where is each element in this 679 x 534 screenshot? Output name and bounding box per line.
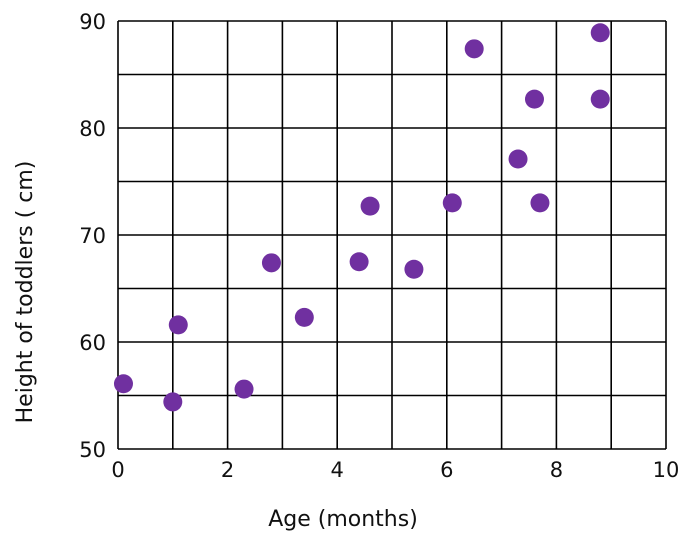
x-tick-label: 8 — [550, 458, 563, 482]
x-axis-title: Age (months) — [268, 507, 418, 532]
data-point — [590, 23, 610, 43]
data-point — [404, 259, 424, 279]
y-tick-labels: 50 60 70 80 90 — [79, 10, 106, 462]
x-tick-label: 10 — [653, 458, 679, 482]
data-point — [168, 315, 188, 335]
y-tick-label: 60 — [79, 331, 106, 355]
data-point — [508, 149, 528, 169]
data-point — [590, 89, 610, 109]
data-point — [349, 252, 369, 272]
data-point — [360, 196, 380, 216]
data-point — [442, 193, 462, 213]
data-point — [294, 307, 314, 327]
x-tick-labels: 0 2 4 6 8 10 — [111, 458, 679, 482]
x-tick-label: 2 — [221, 458, 234, 482]
grid-lines — [117, 20, 667, 450]
data-point — [464, 39, 484, 59]
x-tick-label: 4 — [331, 458, 344, 482]
x-tick-label: 6 — [440, 458, 453, 482]
data-point — [524, 89, 544, 109]
y-tick-label: 50 — [79, 438, 106, 462]
data-point — [113, 374, 133, 394]
y-tick-label: 80 — [79, 117, 106, 141]
y-tick-label: 90 — [79, 10, 106, 34]
data-points — [113, 23, 610, 412]
y-tick-label: 70 — [79, 224, 106, 248]
data-point — [261, 253, 281, 273]
data-point — [530, 193, 550, 213]
x-tick-label: 0 — [111, 458, 124, 482]
data-point — [163, 392, 183, 412]
y-axis-title: Height of toddlers ( cm) — [13, 161, 38, 424]
data-point — [234, 379, 254, 399]
